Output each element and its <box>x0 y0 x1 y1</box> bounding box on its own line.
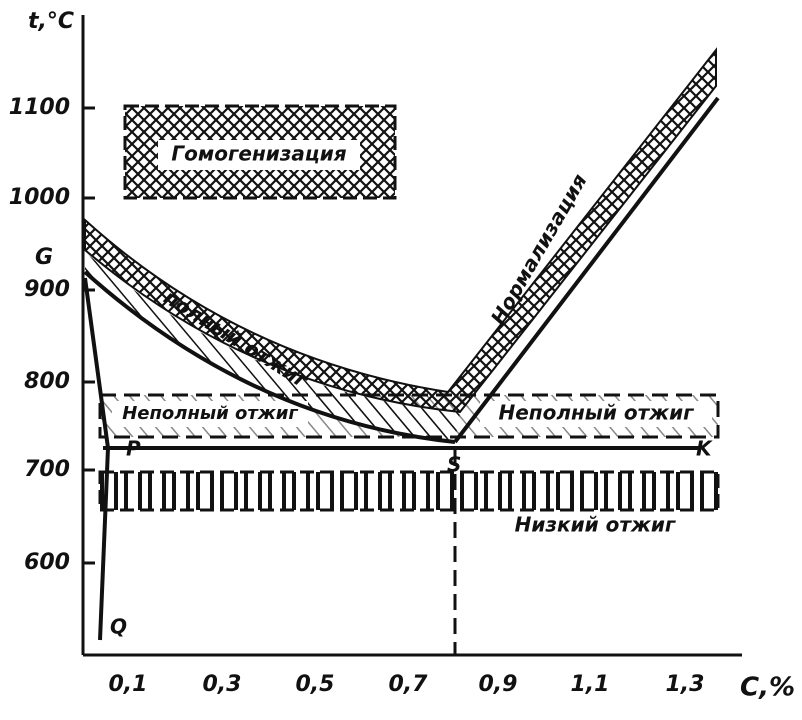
x-tick-labels: 0,1 0,3 0,5 0,7 0,9 1,1 1,3 <box>109 672 705 697</box>
region-label: Гомогенизация <box>171 142 346 166</box>
point-label: K <box>696 437 713 461</box>
x-tick-label: 0,9 <box>479 672 518 697</box>
y-tick-label: 600 <box>24 550 70 575</box>
point-label: S <box>447 453 461 477</box>
x-axis-label: C,% <box>740 673 795 703</box>
y-tick-label: 1100 <box>9 95 70 120</box>
region-label: Неполный отжиг <box>122 403 298 424</box>
x-tick-label: 0,7 <box>389 672 429 697</box>
axes <box>81 15 742 657</box>
y-tick-label: 700 <box>24 457 70 482</box>
region-label: Низкий отжиг <box>515 513 676 537</box>
y-axis-label: t,°C <box>28 9 74 34</box>
region-label: Неполный отжиг <box>498 401 694 425</box>
x-tick-label: 1,3 <box>666 672 705 697</box>
phase-lines <box>83 96 720 641</box>
label-bg <box>158 140 360 170</box>
point-label: P <box>126 437 141 461</box>
x-tick-label: 0,3 <box>203 672 242 697</box>
label-bg <box>480 401 712 427</box>
point-label: Q <box>110 615 127 639</box>
y-tick-label: 1000 <box>9 185 70 210</box>
x-tick-label: 0,5 <box>296 672 335 697</box>
y-tick-labels: 1100 1000 900 800 700 600 <box>9 95 70 575</box>
point-label: G <box>35 245 53 270</box>
y-tick-label: 900 <box>24 277 70 302</box>
normalization-zone <box>84 47 717 414</box>
x-tick-label: 0,1 <box>109 672 148 697</box>
low-annealing-zone <box>98 470 720 512</box>
label-bg <box>112 401 308 427</box>
y-tick-label: 800 <box>24 369 70 394</box>
x-tick-label: 1,1 <box>571 672 610 697</box>
